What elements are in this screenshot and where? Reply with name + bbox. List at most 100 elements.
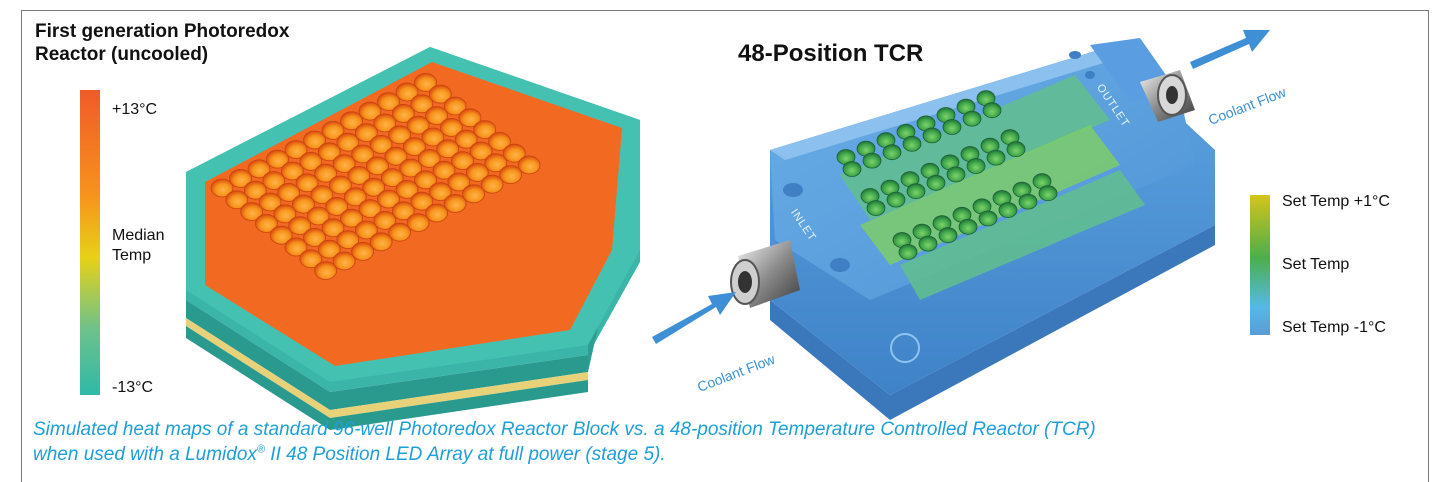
coolant-flow-in-arrow bbox=[652, 292, 736, 344]
reactor-well bbox=[380, 168, 404, 188]
reactor-well bbox=[443, 96, 467, 116]
reactor-well bbox=[391, 201, 415, 221]
tcr-well bbox=[842, 161, 862, 177]
left-scale-middle-line2: Temp bbox=[112, 247, 152, 264]
tcr-well bbox=[882, 144, 902, 161]
reactor-well bbox=[369, 134, 393, 154]
reactor-well bbox=[358, 101, 382, 121]
reactor-well bbox=[351, 241, 375, 261]
tcr-well bbox=[918, 235, 938, 252]
tcr-well bbox=[886, 191, 906, 208]
left-title-line1: First generation Photoredox bbox=[35, 21, 290, 42]
reactor-well bbox=[395, 179, 419, 199]
reactor-well bbox=[373, 210, 397, 230]
reactor-well bbox=[469, 141, 493, 161]
left-scale-middle-line1: Median bbox=[112, 227, 165, 244]
reactor-well bbox=[358, 199, 382, 219]
reactor-well bbox=[351, 144, 375, 164]
reactor-well bbox=[225, 190, 249, 210]
reactor-well bbox=[340, 111, 363, 131]
tcr-well bbox=[982, 102, 1002, 119]
reactor-well bbox=[262, 171, 286, 191]
reactor-well bbox=[284, 140, 308, 160]
reactor-well bbox=[288, 216, 312, 236]
reactor-well bbox=[384, 146, 408, 166]
reactor-well bbox=[414, 73, 437, 92]
reactor-well bbox=[277, 182, 301, 202]
reactor-well bbox=[243, 180, 267, 200]
reactor-well bbox=[317, 142, 341, 162]
tcr-well bbox=[962, 110, 982, 127]
reactor-well bbox=[484, 153, 508, 173]
reactor-well bbox=[443, 193, 467, 213]
right-panel-title: 48-Position TCR bbox=[738, 40, 924, 67]
reactor-well bbox=[229, 168, 252, 188]
tcr-well bbox=[866, 200, 886, 216]
tcr-well bbox=[938, 227, 958, 244]
reactor-well bbox=[303, 227, 326, 247]
reactor-well bbox=[306, 206, 330, 226]
reactor-well bbox=[332, 154, 356, 174]
right-scale-middle-label: Set Temp bbox=[1282, 256, 1350, 273]
reactor-well bbox=[410, 191, 434, 211]
reactor-well bbox=[240, 202, 264, 222]
tcr-well bbox=[1038, 185, 1058, 202]
reactor-well bbox=[321, 218, 345, 238]
left-temperature-scale-bar bbox=[80, 90, 100, 395]
reactor-well bbox=[406, 213, 430, 233]
reactor-well bbox=[465, 162, 489, 182]
reactor-well bbox=[314, 163, 338, 183]
reactor-well bbox=[254, 213, 278, 233]
caption-line2-pre: when used with a Lumidox bbox=[33, 444, 257, 465]
tcr-well bbox=[1006, 141, 1026, 158]
inlet-fitting bbox=[730, 240, 800, 308]
reactor-well bbox=[295, 173, 319, 193]
reactor-well bbox=[458, 108, 482, 128]
reactor-well bbox=[425, 203, 449, 223]
reactor-well bbox=[266, 149, 289, 169]
reactor-well bbox=[373, 113, 397, 133]
reactor-well bbox=[406, 115, 430, 135]
tcr-well bbox=[1018, 193, 1038, 210]
figure-frame bbox=[21, 10, 1429, 482]
coolant-flow-out-arrow bbox=[1190, 30, 1270, 69]
figure-caption: Simulated heat maps of a standard 96-wel… bbox=[33, 417, 1413, 467]
photoredox-reactor-block bbox=[186, 47, 640, 430]
tcr-reactor-block bbox=[770, 38, 1215, 420]
reactor-well bbox=[354, 220, 378, 240]
outlet-fitting bbox=[1140, 70, 1195, 122]
tcr-well bbox=[898, 244, 918, 260]
tcr-well bbox=[966, 158, 986, 174]
reactor-well bbox=[336, 230, 360, 250]
reactor-well bbox=[299, 249, 323, 269]
tcr-well bbox=[902, 135, 922, 152]
reactor-well bbox=[432, 160, 456, 180]
tcr-well bbox=[986, 149, 1006, 166]
left-scale-bottom-label: -13°C bbox=[112, 379, 154, 396]
reactor-well bbox=[325, 196, 349, 216]
reactor-well bbox=[410, 94, 434, 114]
left-scale-top-label: +13°C bbox=[112, 101, 158, 118]
reactor-well bbox=[299, 151, 323, 171]
reactor-well bbox=[291, 194, 315, 214]
reactor-well bbox=[332, 251, 356, 271]
reactor-well bbox=[425, 106, 449, 125]
reactor-well bbox=[499, 165, 523, 185]
reactor-well bbox=[317, 239, 341, 259]
reactor-well bbox=[439, 118, 463, 137]
reactor-well bbox=[310, 185, 334, 205]
left-panel-title: First generation Photoredox Reactor (unc… bbox=[35, 20, 335, 66]
reactor-well bbox=[488, 131, 511, 151]
reactor-well bbox=[517, 155, 541, 175]
right-scale-top-label: Set Temp +1°C bbox=[1282, 193, 1390, 210]
reactor-well bbox=[321, 120, 345, 140]
reactor-well bbox=[395, 82, 419, 102]
reactor-well bbox=[447, 172, 471, 192]
reactor-well bbox=[428, 182, 452, 202]
reactor-well bbox=[347, 165, 371, 185]
reactor-well bbox=[280, 161, 304, 181]
tcr-well bbox=[862, 152, 882, 169]
reactor-well bbox=[502, 143, 526, 163]
reactor-well bbox=[402, 137, 426, 157]
tcr-well bbox=[922, 127, 942, 144]
